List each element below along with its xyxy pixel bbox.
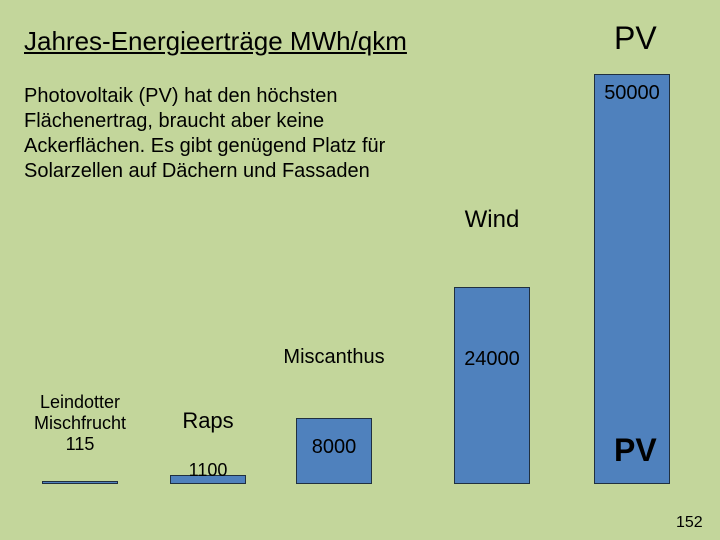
- pv-header-label: PV: [614, 20, 657, 57]
- slide-title: Jahres-Energieerträge MWh/qkm: [24, 26, 407, 57]
- bar-pv: [594, 74, 670, 484]
- bar-wind: [454, 287, 530, 484]
- bar-label-raps: Raps: [150, 408, 266, 434]
- pv-bottom-label: PV: [614, 432, 657, 469]
- bar-label-miscanthus: Miscanthus: [256, 346, 412, 369]
- page-number: 152: [676, 514, 703, 532]
- bar-value-pv: 50000: [584, 82, 680, 105]
- bar-label-wind: Wind: [434, 206, 550, 234]
- bar-leindotter: [42, 481, 118, 484]
- description-text: Photovoltaik (PV) hat den höchsten Fläch…: [24, 84, 424, 184]
- bar-value-wind: 24000: [439, 348, 545, 371]
- slide: Jahres-Energieerträge MWh/qkm PV Photovo…: [0, 0, 720, 540]
- bar-label-leindotter: LeindotterMischfrucht115: [12, 392, 148, 455]
- bar-value-miscanthus: 8000: [286, 436, 382, 459]
- bar-value-raps: 1100: [160, 460, 256, 481]
